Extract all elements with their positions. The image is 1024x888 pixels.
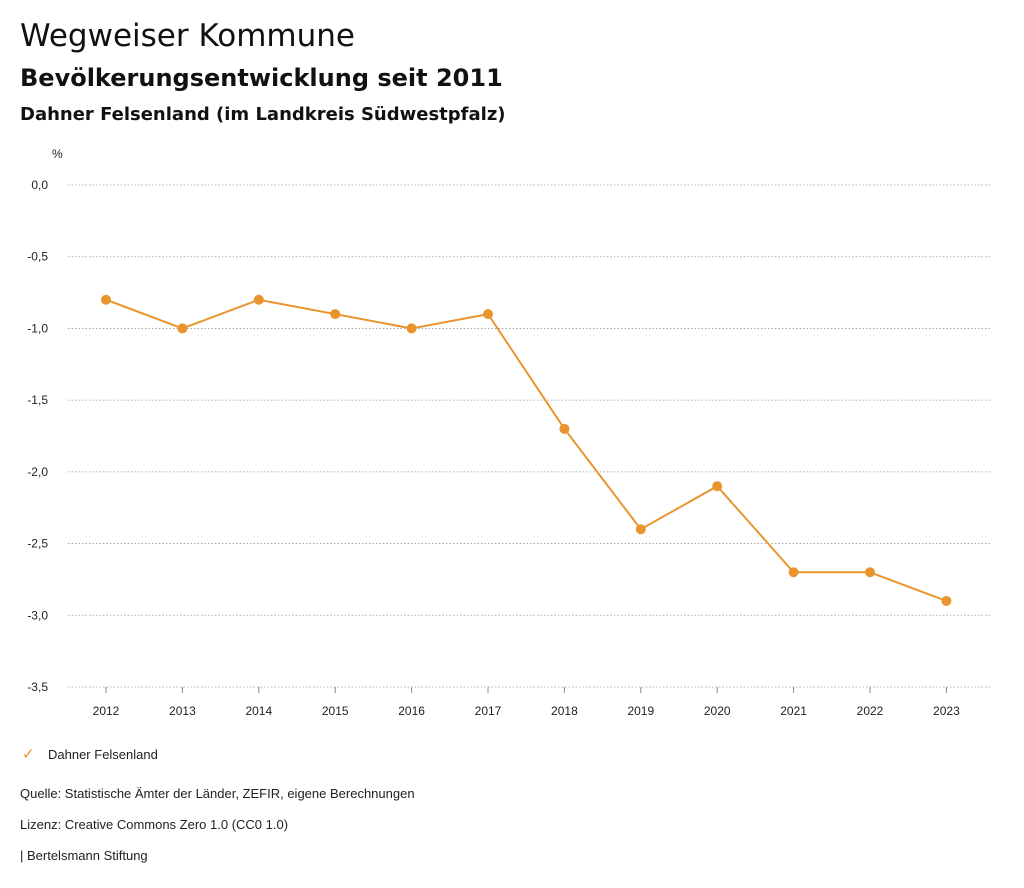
x-tick-label: 2017 bbox=[475, 704, 502, 718]
data-point[interactable] bbox=[941, 595, 952, 606]
data-point[interactable] bbox=[865, 567, 875, 578]
x-axis-ticks: 2012 2013 2014 2015 2016 2017 2018 2019 2020 2021… bbox=[93, 687, 960, 718]
y-tick-label: -2,0 bbox=[27, 465, 48, 479]
y-tick-label: -2,5 bbox=[27, 537, 48, 551]
source-note: Quelle: Statistische Ämter der Länder, Z… bbox=[20, 786, 415, 801]
data-point[interactable] bbox=[406, 323, 417, 334]
x-tick-label: 2021 bbox=[780, 704, 807, 718]
legend[interactable]: ✓ Dahner Felsenland bbox=[22, 745, 158, 763]
data-point[interactable] bbox=[330, 309, 341, 320]
y-tick-label: -0,5 bbox=[27, 250, 48, 264]
x-tick-label: 2020 bbox=[704, 704, 731, 718]
y-axis-ticks: 0,0 -0,5 -1,0 -1,5 -2,0 -2,5 -3,0 -3,5 bbox=[27, 178, 48, 694]
y-tick-label: -3,5 bbox=[27, 680, 48, 694]
x-tick-label: 2014 bbox=[245, 704, 272, 718]
check-icon: ✓ bbox=[22, 746, 35, 763]
license-note: Lizenz: Creative Commons Zero 1.0 (CC0 1… bbox=[20, 817, 289, 832]
y-axis-unit: % bbox=[52, 147, 63, 161]
page-title: Wegweiser Kommune bbox=[20, 18, 355, 54]
data-point[interactable] bbox=[712, 481, 723, 492]
x-tick-label: 2013 bbox=[169, 704, 196, 718]
y-tick-label: -3,0 bbox=[27, 608, 48, 622]
data-point[interactable] bbox=[788, 567, 799, 578]
data-point[interactable] bbox=[483, 309, 493, 320]
credit-note: | Bertelsmann Stiftung bbox=[20, 848, 148, 863]
chart-subtitle: Bevölkerungsentwicklung seit 2011 bbox=[20, 64, 503, 92]
data-points bbox=[101, 294, 952, 606]
series-line bbox=[105, 298, 947, 602]
x-tick-label: 2023 bbox=[933, 704, 960, 718]
x-tick-label: 2022 bbox=[857, 704, 884, 718]
legend-label: Dahner Felsenland bbox=[48, 746, 158, 762]
x-tick-label: 2019 bbox=[627, 704, 654, 718]
region-label: Dahner Felsenland (im Landkreis Südwestp… bbox=[20, 104, 506, 125]
gridlines bbox=[68, 184, 990, 688]
x-tick-label: 2016 bbox=[398, 704, 425, 718]
line-chart: % 0,0-0,5-1,0-1,5-2,0-2,5-3,0-3,5 2012 20… bbox=[27, 147, 990, 718]
data-point[interactable] bbox=[559, 423, 570, 434]
x-tick-label: 2012 bbox=[93, 704, 120, 718]
y-tick-label: -1,5 bbox=[27, 393, 48, 407]
data-point[interactable] bbox=[101, 294, 111, 305]
y-tick-label: -1,0 bbox=[27, 321, 48, 335]
data-point[interactable] bbox=[253, 294, 264, 305]
y-tick-label: 0,0 bbox=[31, 178, 48, 192]
x-tick-label: 2015 bbox=[322, 704, 349, 718]
data-point[interactable] bbox=[635, 524, 646, 535]
data-point[interactable] bbox=[177, 323, 188, 334]
x-tick-label: 2018 bbox=[551, 704, 578, 718]
